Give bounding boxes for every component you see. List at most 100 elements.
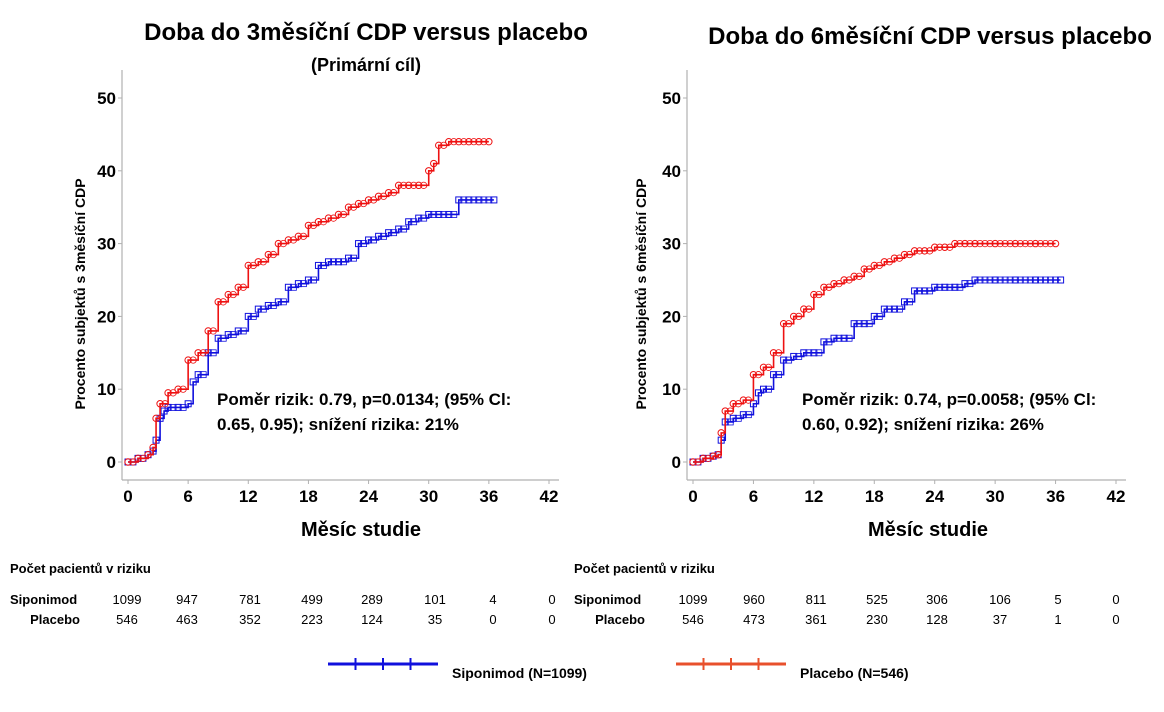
censor-mark-siponimod <box>435 210 443 218</box>
censor-mark-siponimod <box>1031 276 1039 284</box>
censor-mark-placebo <box>420 181 428 189</box>
censor-mark-siponimod <box>405 218 413 226</box>
censor-mark-placebo <box>460 138 468 146</box>
censor-mark-placebo <box>224 290 232 299</box>
censor-mark-siponimod <box>800 349 808 357</box>
censor-mark-placebo <box>274 239 283 248</box>
censor-mark-placebo <box>129 458 137 466</box>
censor-mark-siponimod <box>906 298 913 306</box>
censor-mark-siponimod <box>279 298 287 306</box>
censor-mark-placebo <box>189 356 197 364</box>
censor-mark-placebo <box>304 221 313 230</box>
censor-mark-placebo <box>184 356 192 364</box>
censor-mark-placebo <box>249 261 257 270</box>
censor-mark-siponimod <box>450 211 458 218</box>
y-tick-label: 0 <box>107 453 116 472</box>
censor-mark-placebo <box>981 240 989 248</box>
censor-mark-placebo <box>936 243 944 251</box>
risk-cell-siponimod: 960 <box>743 592 765 607</box>
censor-mark-placebo <box>349 203 358 211</box>
censor-mark-siponimod <box>410 218 418 226</box>
censor-mark-placebo <box>971 239 979 248</box>
censor-mark-placebo <box>359 199 368 208</box>
censor-mark-placebo <box>329 214 338 222</box>
legend-swatch-siponimod <box>328 658 438 670</box>
censor-mark-placebo <box>319 218 328 226</box>
censor-mark-placebo <box>149 443 157 452</box>
y-tick-label: 50 <box>662 89 681 108</box>
censor-mark-siponimod <box>370 236 377 244</box>
censor-mark-placebo <box>299 232 308 240</box>
censor-mark-placebo <box>790 312 798 321</box>
x-tick-label: 36 <box>1046 487 1065 506</box>
censor-mark-placebo <box>234 283 242 291</box>
censor-mark-siponimod <box>169 403 177 411</box>
censor-mark-placebo <box>204 327 212 335</box>
censor-mark-siponimod <box>320 262 327 269</box>
censor-mark-siponimod <box>780 356 788 364</box>
censor-mark-placebo <box>161 400 169 408</box>
censor-mark-placebo <box>404 181 413 190</box>
y-tick-label: 10 <box>662 380 681 399</box>
risk-cell-placebo: 361 <box>805 612 827 627</box>
censor-mark-siponimod <box>160 407 168 415</box>
censor-mark-placebo <box>455 137 463 146</box>
censor-mark-placebo <box>289 236 297 244</box>
censor-mark-siponimod <box>795 353 803 360</box>
censor-mark-siponimod <box>901 298 908 306</box>
panel-3-month-cdp: Doba do 3měsíční CDP versus placebo (Pri… <box>10 19 588 627</box>
censor-mark-placebo <box>986 240 994 248</box>
censor-mark-siponimod <box>239 327 247 335</box>
censor-mark-placebo <box>1026 240 1034 248</box>
censor-mark-siponimod <box>775 371 782 379</box>
censor-mark-siponimod <box>304 276 312 284</box>
risk-cell-siponimod: 499 <box>301 592 323 607</box>
chart-title: Doba do 3měsíční CDP versus placebo <box>144 19 588 46</box>
censor-mark-placebo <box>156 400 164 408</box>
censor-mark-placebo <box>726 407 734 415</box>
censor-mark-placebo <box>795 312 803 320</box>
censor-mark-placebo <box>144 451 152 459</box>
censor-mark-placebo <box>920 247 929 255</box>
censor-mark-siponimod <box>729 414 737 422</box>
risk-cell-siponimod: 1099 <box>113 592 142 607</box>
x-tick-label: 42 <box>540 487 559 506</box>
censor-mark-placebo <box>430 159 438 168</box>
censor-mark-placebo <box>445 137 453 146</box>
censor-mark-placebo <box>1006 240 1014 248</box>
censor-mark-siponimod <box>765 385 772 393</box>
risk-cell-siponimod: 289 <box>361 592 383 607</box>
risk-row-name-placebo: Placebo <box>30 612 80 627</box>
censor-mark-placebo <box>324 214 333 222</box>
censor-mark-siponimod <box>345 254 353 262</box>
censor-mark-siponimod <box>951 283 959 291</box>
censor-mark-siponimod <box>324 258 332 266</box>
censor-mark-placebo <box>410 181 418 189</box>
y-tick-label: 10 <box>97 380 116 399</box>
risk-cell-siponimod: 1099 <box>679 592 708 607</box>
censor-mark-placebo <box>840 276 848 284</box>
censor-mark-placebo <box>164 389 172 397</box>
censor-mark-siponimod <box>1037 276 1044 284</box>
censor-mark-siponimod <box>850 320 858 328</box>
censor-mark-siponimod <box>455 196 463 204</box>
censor-mark-siponimod <box>1016 276 1024 284</box>
censor-mark-siponimod <box>490 196 498 204</box>
censor-mark-siponimod <box>209 349 217 357</box>
censor-mark-placebo <box>966 240 974 248</box>
censor-mark-placebo <box>905 250 914 259</box>
risk-cell-placebo: 37 <box>993 612 1007 627</box>
censor-mark-placebo <box>435 141 443 150</box>
censor-mark-placebo <box>1051 239 1060 248</box>
censor-mark-placebo <box>174 385 182 393</box>
censor-mark-placebo <box>709 452 717 460</box>
censor-mark-placebo <box>734 400 742 408</box>
x-tick-label: 0 <box>688 487 697 506</box>
censor-mark-siponimod <box>956 283 964 291</box>
censor-mark-siponimod <box>1006 276 1014 284</box>
censor-mark-siponimod <box>845 334 853 342</box>
risk-cell-placebo: 0 <box>489 612 496 627</box>
censor-mark-placebo <box>976 240 984 248</box>
annotation-line-2: 0.65, 0.95); snížení rizika: 21% <box>217 415 459 434</box>
